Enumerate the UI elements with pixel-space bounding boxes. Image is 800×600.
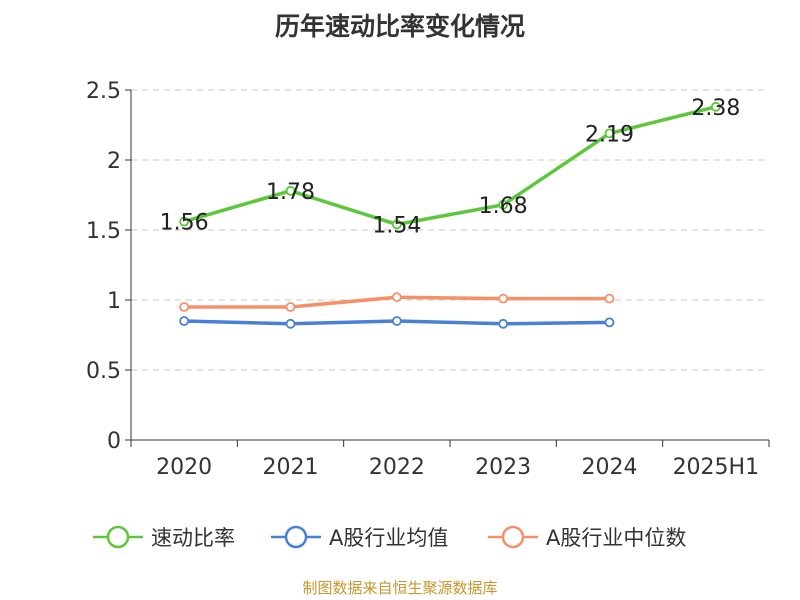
y-tick-label: 2.5 [86, 79, 121, 104]
x-tick-label: 2022 [369, 455, 425, 480]
y-tick-label: 2 [107, 149, 121, 174]
grid-lines [131, 89, 769, 371]
y-tick-label: 1 [107, 289, 121, 314]
legend-marker-2 [501, 525, 525, 549]
x-axis: 2020 2021 2022 2023 2024 2025H1 [130, 439, 770, 480]
legend-label-1: A股行业均值 [329, 526, 448, 550]
y-axis: 0 0.5 1 1.5 2 2.5 [86, 79, 132, 454]
series-point-1 [498, 318, 509, 329]
series-point-0 [391, 219, 402, 230]
x-tick-label: 2025H1 [673, 455, 760, 480]
data-label: 2.38 [691, 96, 740, 121]
series-point-2 [179, 302, 190, 312]
series-point-1 [285, 318, 296, 329]
y-tick-label: 0.5 [86, 359, 121, 384]
legend-marker-0 [106, 525, 130, 549]
x-tick-label: 2020 [156, 455, 212, 480]
series-point-1 [604, 317, 615, 328]
y-tick-label: 1.5 [86, 219, 121, 244]
data-label: 1.56 [160, 211, 209, 236]
data-label: 1.54 [372, 213, 421, 238]
series-point-0 [285, 185, 296, 196]
legend-label-0: 速动比率 [151, 526, 235, 550]
legend[interactable]: 速动比率 A股行业均值 A股行业中位数 [93, 525, 686, 550]
series-point-2 [604, 293, 615, 304]
series-point-1 [179, 316, 190, 326]
series-point-0 [710, 101, 721, 112]
legend-marker-1 [284, 525, 308, 549]
data-label: 1.68 [479, 194, 528, 219]
series-point-0 [604, 128, 615, 139]
series-point-2 [285, 302, 296, 312]
series-line-0 [183, 105, 717, 227]
series-point-0 [179, 216, 190, 227]
series-point-2 [498, 293, 509, 304]
x-tick-label: 2023 [475, 455, 531, 480]
source-note: 制图数据来自恒生聚源数据库 [302, 579, 497, 597]
x-tick-label: 2021 [263, 455, 319, 480]
series-layer [179, 101, 721, 329]
series-point-0 [498, 199, 509, 210]
data-label: 2.19 [585, 122, 634, 147]
data-label: 1.78 [266, 180, 315, 205]
series-point-2 [391, 292, 402, 303]
series-point-1 [391, 316, 402, 326]
legend-label-2: A股行业中位数 [546, 526, 686, 550]
x-tick-label: 2024 [582, 455, 638, 480]
y-tick-label: 0 [107, 429, 121, 454]
chart-title: 历年速动比率变化情况 [275, 12, 525, 41]
data-labels: 1.56 1.78 1.54 1.68 2.19 2.38 [160, 96, 741, 239]
